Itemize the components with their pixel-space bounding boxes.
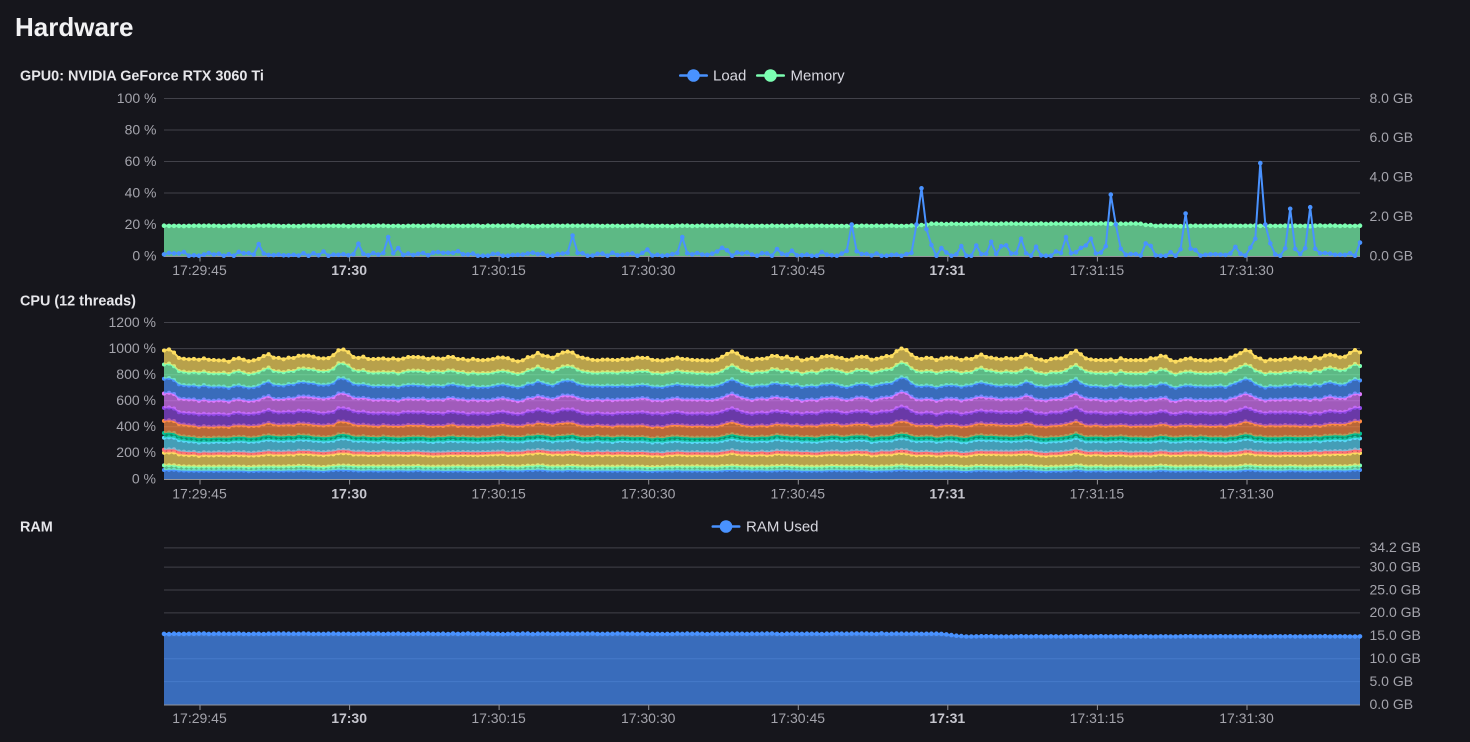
svg-text:40 %: 40 % <box>125 184 157 200</box>
svg-text:17:31:15: 17:31:15 <box>1070 262 1125 278</box>
svg-text:1200 %: 1200 % <box>109 314 156 330</box>
svg-text:GPU0: NVIDIA GeForce RTX 3060: GPU0: NVIDIA GeForce RTX 3060 Ti <box>20 68 264 84</box>
svg-text:15.0 GB: 15.0 GB <box>1370 627 1421 643</box>
svg-text:17:31:30: 17:31:30 <box>1219 262 1274 278</box>
svg-text:17:31: 17:31 <box>929 486 965 502</box>
svg-text:17:30:45: 17:30:45 <box>771 262 826 278</box>
svg-text:200 %: 200 % <box>116 444 156 460</box>
svg-text:RAM: RAM <box>20 519 53 535</box>
svg-text:17:30:30: 17:30:30 <box>621 486 676 502</box>
svg-text:4.0 GB: 4.0 GB <box>1370 169 1414 185</box>
svg-text:Memory: Memory <box>791 68 846 85</box>
svg-text:17:31: 17:31 <box>929 262 965 278</box>
svg-text:17:30:15: 17:30:15 <box>471 262 526 278</box>
svg-text:17:31:30: 17:31:30 <box>1219 486 1274 502</box>
svg-text:80 %: 80 % <box>125 121 157 137</box>
svg-text:17:30:45: 17:30:45 <box>771 710 826 726</box>
svg-text:17:30:30: 17:30:30 <box>621 262 676 278</box>
svg-text:17:30:15: 17:30:15 <box>471 486 526 502</box>
svg-text:Load: Load <box>713 68 746 85</box>
svg-text:17:29:45: 17:29:45 <box>172 710 227 726</box>
svg-text:600 %: 600 % <box>116 392 156 408</box>
svg-text:2.0 GB: 2.0 GB <box>1370 208 1414 224</box>
svg-text:8.0 GB: 8.0 GB <box>1370 90 1414 106</box>
svg-text:20.0 GB: 20.0 GB <box>1370 604 1421 620</box>
svg-text:17:29:45: 17:29:45 <box>172 486 227 502</box>
svg-text:17:31: 17:31 <box>929 710 965 726</box>
svg-text:0.0 GB: 0.0 GB <box>1370 247 1414 263</box>
svg-text:400 %: 400 % <box>116 418 156 434</box>
svg-text:Hardware: Hardware <box>15 12 134 42</box>
svg-text:17:30: 17:30 <box>331 262 367 278</box>
svg-text:17:31:15: 17:31:15 <box>1070 486 1125 502</box>
svg-text:17:30: 17:30 <box>331 710 367 726</box>
svg-text:17:30:30: 17:30:30 <box>621 710 676 726</box>
svg-text:5.0 GB: 5.0 GB <box>1370 673 1414 689</box>
svg-text:0 %: 0 % <box>132 247 156 263</box>
svg-text:17:31:30: 17:31:30 <box>1219 710 1274 726</box>
svg-text:800 %: 800 % <box>116 366 156 382</box>
svg-text:100 %: 100 % <box>117 90 157 106</box>
svg-text:RAM Used: RAM Used <box>746 519 819 536</box>
svg-text:30.0 GB: 30.0 GB <box>1370 558 1421 574</box>
svg-text:20 %: 20 % <box>125 216 157 232</box>
svg-text:0 %: 0 % <box>132 470 156 486</box>
svg-text:17:31:15: 17:31:15 <box>1070 710 1125 726</box>
svg-text:10.0 GB: 10.0 GB <box>1370 650 1421 666</box>
svg-text:60 %: 60 % <box>125 153 157 169</box>
svg-text:17:30:45: 17:30:45 <box>771 486 826 502</box>
svg-text:1000 %: 1000 % <box>109 340 156 356</box>
svg-text:CPU (12 threads): CPU (12 threads) <box>20 293 136 309</box>
svg-text:6.0 GB: 6.0 GB <box>1370 129 1414 145</box>
svg-text:0.0 GB: 0.0 GB <box>1370 696 1414 712</box>
svg-text:17:30: 17:30 <box>331 486 367 502</box>
svg-text:34.2 GB: 34.2 GB <box>1370 539 1421 555</box>
svg-text:17:29:45: 17:29:45 <box>172 262 227 278</box>
svg-text:25.0 GB: 25.0 GB <box>1370 581 1421 597</box>
svg-text:17:30:15: 17:30:15 <box>471 710 526 726</box>
